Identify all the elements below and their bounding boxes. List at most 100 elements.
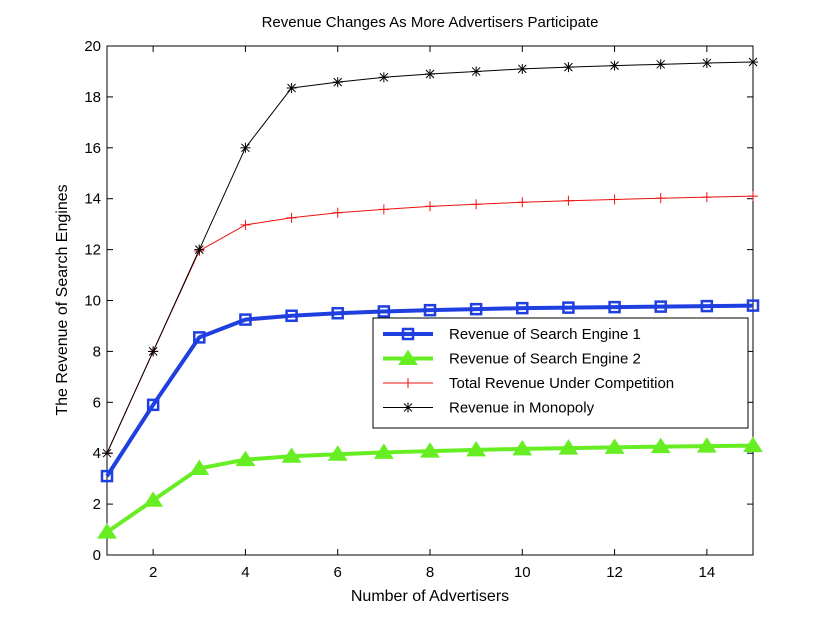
asterisk-marker bbox=[609, 60, 620, 71]
y-tick-label: 2 bbox=[93, 496, 101, 513]
asterisk-marker bbox=[471, 66, 482, 77]
plus-marker bbox=[748, 191, 758, 202]
triangle-marker bbox=[466, 440, 487, 457]
legend-box bbox=[372, 317, 749, 429]
y-axis-label: The Revenue of Search Engines bbox=[54, 184, 71, 415]
asterisk-marker-d2 bbox=[471, 67, 481, 76]
asterisk-marker bbox=[286, 82, 297, 93]
series-layer bbox=[97, 57, 763, 539]
triangle-marker bbox=[420, 442, 440, 458]
legend-marker bbox=[401, 327, 415, 341]
asterisk-marker-d2 bbox=[610, 61, 619, 70]
plus-marker bbox=[240, 219, 251, 230]
square-marker bbox=[285, 309, 298, 323]
legend-label: Revenue of Search Engine 2 bbox=[449, 351, 641, 368]
series-1 bbox=[100, 299, 760, 483]
plus-marker bbox=[655, 193, 666, 204]
asterisk-marker bbox=[148, 346, 159, 357]
triangle-marker bbox=[604, 438, 625, 454]
asterisk-marker bbox=[563, 62, 574, 73]
x-tick-label: 14 bbox=[699, 564, 716, 581]
asterisk-marker bbox=[655, 59, 666, 70]
triangle-marker bbox=[327, 445, 348, 461]
plus-marker bbox=[701, 192, 712, 203]
legend-item: Revenue of Search Engine 2 bbox=[383, 349, 641, 368]
square-marker bbox=[193, 331, 206, 344]
asterisk-marker-d2 bbox=[517, 64, 527, 74]
legend: Revenue of Search Engine 1 Revenue of Sea… bbox=[372, 317, 749, 429]
y-tick-label: 16 bbox=[84, 140, 101, 157]
y-tick-label: 0 bbox=[93, 547, 101, 564]
asterisk-marker-d2 bbox=[287, 83, 296, 93]
asterisk-marker-d2 bbox=[403, 403, 413, 412]
y-tick-label: 10 bbox=[84, 293, 101, 310]
x-tick-label: 12 bbox=[606, 564, 623, 581]
y-tick-label: 14 bbox=[84, 191, 101, 208]
asterisk-marker bbox=[332, 77, 343, 88]
square-marker bbox=[700, 299, 714, 313]
square-marker bbox=[100, 469, 114, 483]
series-line bbox=[105, 443, 754, 534]
plus-marker bbox=[471, 199, 482, 210]
asterisk-marker-d2 bbox=[379, 72, 389, 82]
triangle-marker bbox=[696, 437, 717, 453]
triangle-marker bbox=[558, 439, 579, 455]
x-tick-label: 6 bbox=[334, 564, 342, 581]
plus-marker bbox=[332, 207, 343, 218]
legend-marker bbox=[403, 378, 413, 388]
x-tick-label: 2 bbox=[149, 564, 157, 581]
y-tick-label: 18 bbox=[84, 89, 101, 106]
asterisk-marker-d2 bbox=[148, 347, 158, 356]
y-tick-label: 4 bbox=[93, 445, 101, 462]
asterisk-marker bbox=[194, 244, 205, 255]
legend-label: Revenue in Monopoly bbox=[449, 400, 595, 417]
legend-label: Revenue of Search Engine 1 bbox=[449, 326, 641, 343]
y-tick-label: 6 bbox=[93, 394, 101, 411]
asterisk-marker bbox=[378, 72, 389, 83]
square-marker bbox=[469, 302, 483, 316]
asterisk-marker bbox=[102, 448, 112, 459]
legend-item: Revenue in Monopoly bbox=[383, 400, 595, 417]
triangle-marker bbox=[97, 523, 117, 539]
triangle-marker bbox=[189, 459, 210, 475]
asterisk-marker bbox=[701, 58, 712, 69]
triangle-marker bbox=[650, 437, 671, 454]
square-marker bbox=[146, 398, 160, 412]
legend-item: Total Revenue Under Competition bbox=[383, 375, 674, 392]
plus-marker bbox=[378, 204, 389, 215]
x-tick-label: 4 bbox=[241, 564, 249, 581]
square-marker bbox=[746, 299, 760, 312]
series-2 bbox=[97, 436, 763, 539]
asterisk-marker-d2 bbox=[102, 448, 112, 458]
plus-marker bbox=[563, 195, 574, 206]
series-4 bbox=[102, 57, 758, 459]
legend-label: Total Revenue Under Competition bbox=[449, 375, 674, 392]
axes: 2 4 6 8 10 12 14 0 2 4 6 8 10 12 14 16 18 20 bbox=[84, 38, 753, 581]
asterisk-marker-d2 bbox=[241, 143, 250, 153]
y-tick-label: 20 bbox=[84, 38, 101, 55]
plus-marker bbox=[609, 194, 620, 205]
asterisk-marker bbox=[425, 68, 435, 79]
square-marker bbox=[423, 303, 437, 317]
triangle-marker bbox=[281, 447, 302, 463]
series-line bbox=[105, 303, 754, 478]
plus-marker bbox=[425, 201, 435, 212]
square-marker bbox=[239, 313, 252, 326]
asterisk-marker-d2 bbox=[425, 69, 435, 79]
plus-marker bbox=[286, 212, 297, 223]
x-tick-label: 10 bbox=[514, 564, 531, 581]
y-tick-label: 8 bbox=[93, 343, 101, 360]
triangle-marker bbox=[235, 450, 256, 467]
x-tick-label: 8 bbox=[426, 564, 434, 581]
legend-marker bbox=[403, 402, 413, 413]
asterisk-marker-d2 bbox=[194, 245, 204, 254]
square-marker bbox=[654, 300, 667, 313]
square-marker bbox=[331, 306, 344, 320]
triangle-marker bbox=[512, 439, 533, 456]
legend-item: Revenue of Search Engine 1 bbox=[383, 326, 641, 343]
square-marker bbox=[608, 300, 621, 314]
asterisk-marker-d2 bbox=[702, 58, 712, 68]
triangle-marker bbox=[143, 491, 164, 507]
square-marker bbox=[377, 305, 391, 318]
